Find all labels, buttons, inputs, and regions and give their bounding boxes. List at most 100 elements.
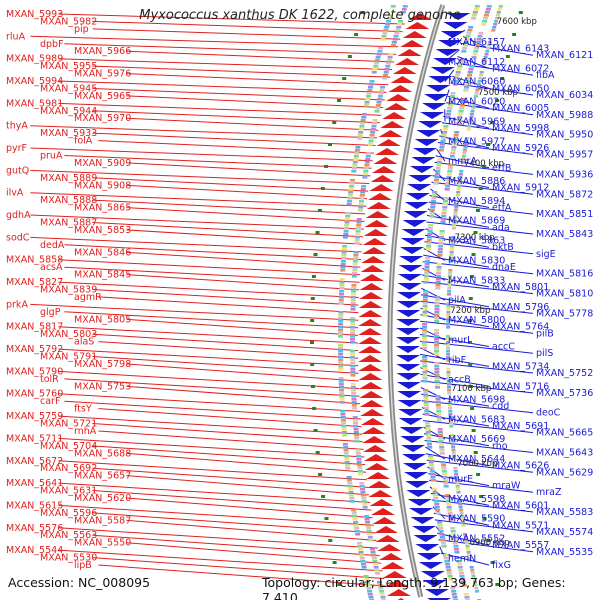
feature-block: [434, 173, 440, 176]
feature-block: [434, 305, 440, 308]
feature-block: [456, 560, 462, 563]
feature-block: [452, 596, 458, 599]
feature-block: [372, 560, 378, 563]
feature-block: [370, 131, 376, 134]
feature-block: [387, 56, 393, 59]
gene-label-forward: pyrF: [6, 143, 27, 154]
gene-label-reverse: hemN: [448, 553, 476, 564]
connector-line: [64, 244, 362, 260]
feature-block: [437, 431, 443, 434]
feature-block: [350, 383, 356, 386]
feature-block: [443, 125, 449, 128]
gene-label-reverse: MXAN_5683: [448, 414, 505, 425]
feature-block: [384, 68, 390, 71]
feature-block: [445, 113, 451, 116]
feature-block: [470, 110, 475, 113]
feature-block: [354, 530, 360, 533]
forward-strand-gene: [418, 562, 443, 569]
feature-block: [447, 389, 452, 392]
feature-block: [434, 374, 440, 377]
scale-tick: [512, 33, 517, 36]
gene-label-reverse: sigE: [536, 249, 556, 260]
feature-block: [397, 23, 403, 26]
feature-block: [338, 362, 344, 365]
feature-block: [458, 506, 463, 509]
feature-block: [422, 359, 428, 362]
feature-block: [344, 458, 350, 461]
feature-block: [427, 233, 433, 236]
feature-block: [350, 323, 356, 326]
feature-block: [377, 95, 383, 98]
feature-block: [464, 539, 469, 542]
feature-block: [339, 281, 345, 284]
feature-block: [376, 101, 382, 104]
reverse-strand-gene: [395, 58, 420, 65]
feature-block: [338, 302, 344, 305]
gene-label-forward: thyA: [6, 121, 28, 132]
scale-tick: [473, 451, 478, 454]
gene-label-reverse: MXAN_5863: [448, 236, 505, 247]
feature-block: [441, 464, 447, 467]
feature-block: [434, 365, 440, 368]
feature-block: [468, 68, 474, 71]
feature-block: [486, 47, 491, 50]
feature-block: [445, 182, 451, 185]
feature-block: [341, 251, 347, 254]
scale-tick: [337, 99, 341, 102]
feature-block: [434, 353, 440, 356]
feature-block: [447, 275, 452, 278]
feature-block: [447, 386, 451, 389]
gene-label-reverse: rho: [492, 441, 508, 452]
feature-block: [434, 338, 439, 341]
feature-block: [427, 446, 433, 449]
forward-strand-gene: [397, 391, 422, 398]
feature-block: [461, 158, 466, 161]
feature-block: [446, 347, 450, 350]
forward-strand-gene: [396, 364, 421, 371]
feature-block: [358, 131, 364, 134]
reverse-strand-gene: [380, 121, 405, 128]
feature-block: [448, 515, 454, 518]
gene-label-reverse: MXAN_5535: [536, 547, 593, 558]
feature-block: [368, 596, 374, 599]
feature-block: [442, 206, 448, 209]
connector-line: [436, 148, 446, 162]
feature-block: [350, 299, 356, 302]
feature-block: [358, 203, 364, 206]
feature-block: [450, 245, 455, 248]
feature-block: [436, 410, 442, 413]
feature-block: [366, 152, 372, 155]
connector-line: [421, 274, 490, 288]
scale-tick: [313, 253, 318, 256]
scale-tick: [486, 539, 491, 542]
connector-line: [30, 236, 362, 253]
feature-block: [357, 134, 363, 137]
feature-block: [360, 488, 366, 491]
feature-block: [338, 311, 344, 314]
feature-block: [464, 143, 468, 146]
feature-block: [438, 245, 444, 248]
feature-block: [458, 62, 463, 65]
feature-block: [357, 137, 363, 140]
forward-strand-gene: [422, 580, 447, 587]
feature-block: [361, 116, 367, 119]
feature-block: [359, 554, 365, 557]
feature-block: [447, 104, 453, 107]
connector-line: [92, 490, 372, 511]
gene-label-reverse: MXAN_5601: [492, 500, 549, 511]
feature-block: [353, 155, 359, 158]
connector-line: [64, 378, 360, 397]
feature-block: [358, 206, 364, 209]
feature-block: [425, 422, 431, 425]
feature-block: [452, 458, 457, 461]
accession-label: Accession: NC_008095: [8, 575, 151, 590]
scale-tick: [468, 385, 473, 388]
feature-block: [357, 467, 363, 470]
feature-block: [350, 356, 356, 359]
connector-line: [64, 311, 359, 329]
feature-block: [402, 5, 408, 8]
feature-block: [340, 410, 346, 413]
feature-block: [466, 77, 472, 80]
feature-block: [422, 299, 428, 302]
feature-block: [372, 68, 378, 71]
